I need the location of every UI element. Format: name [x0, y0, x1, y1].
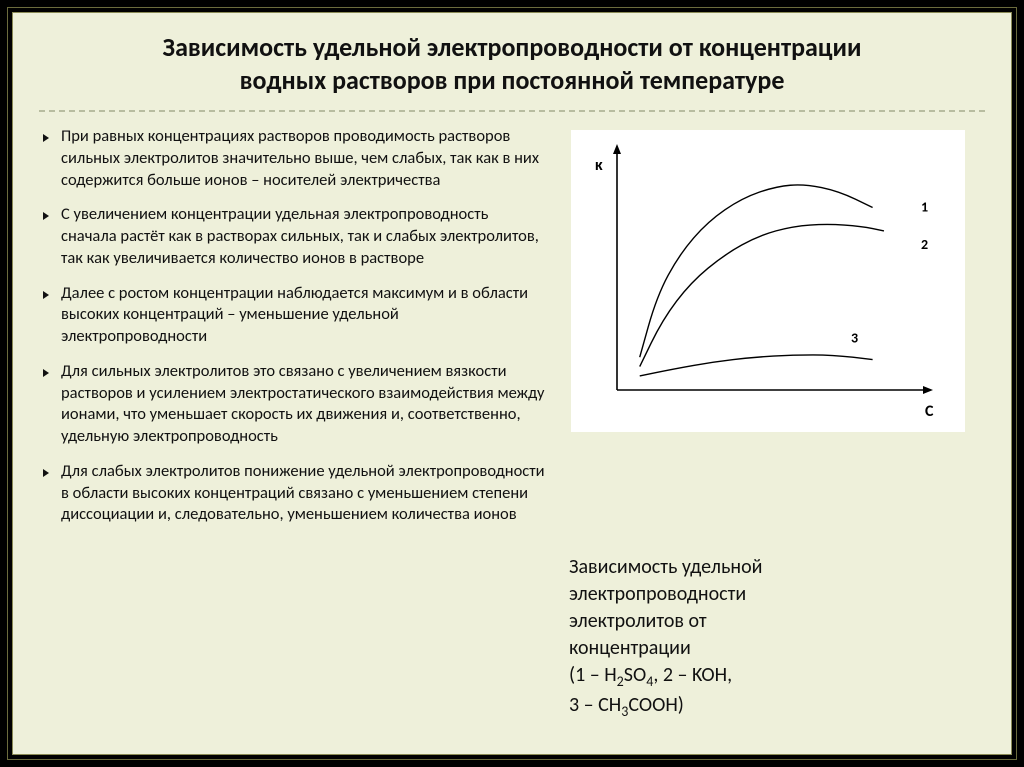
- conductivity-chart: κ С 1 2 3: [571, 130, 965, 432]
- svg-text:3: 3: [851, 330, 858, 347]
- caption-line: Зависимость удельной: [569, 555, 762, 579]
- chart-caption: Зависимость удельной электропроводности …: [569, 554, 985, 722]
- caption-line: концентрации: [569, 636, 691, 660]
- list-item: При равных концентрациях растворов прово…: [61, 126, 547, 191]
- list-item: Далее с ростом концентрации наблюдается …: [61, 283, 547, 348]
- title-line-1: Зависимость удельной электропроводности …: [163, 31, 862, 63]
- list-item: Для слабых электролитов понижение удельн…: [61, 461, 547, 526]
- slide-outer-frame: Зависимость удельной электропроводности …: [7, 7, 1017, 760]
- svg-text:2: 2: [921, 236, 928, 253]
- bullet-list: При равных концентрациях растворов прово…: [39, 126, 547, 526]
- list-item: С увеличением концентрации удельная элек…: [61, 204, 547, 269]
- content-row: При равных концентрациях растворов прово…: [39, 126, 985, 722]
- slide-title: Зависимость удельной электропроводности …: [39, 31, 985, 112]
- caption-line: электропроводности: [569, 582, 746, 606]
- caption-formula: (1 – H2SO4, 2 – KOH,3 – CH3COOH): [569, 663, 732, 717]
- svg-text:1: 1: [921, 198, 928, 215]
- caption-line: электролитов от: [569, 609, 707, 633]
- chart-svg: κ С 1 2 3: [571, 130, 965, 432]
- svg-text:κ: κ: [595, 156, 603, 175]
- title-line-2: водных растворов при постоянной температ…: [240, 64, 785, 96]
- left-column: При равных концентрациях растворов прово…: [39, 126, 547, 722]
- svg-text:С: С: [925, 402, 934, 421]
- right-column: κ С 1 2 3 Зависимость удельной электропровод…: [569, 126, 985, 722]
- list-item: Для сильных электролитов это связано с у…: [61, 361, 547, 448]
- slide-inner-frame: Зависимость удельной электропроводности …: [12, 12, 1012, 755]
